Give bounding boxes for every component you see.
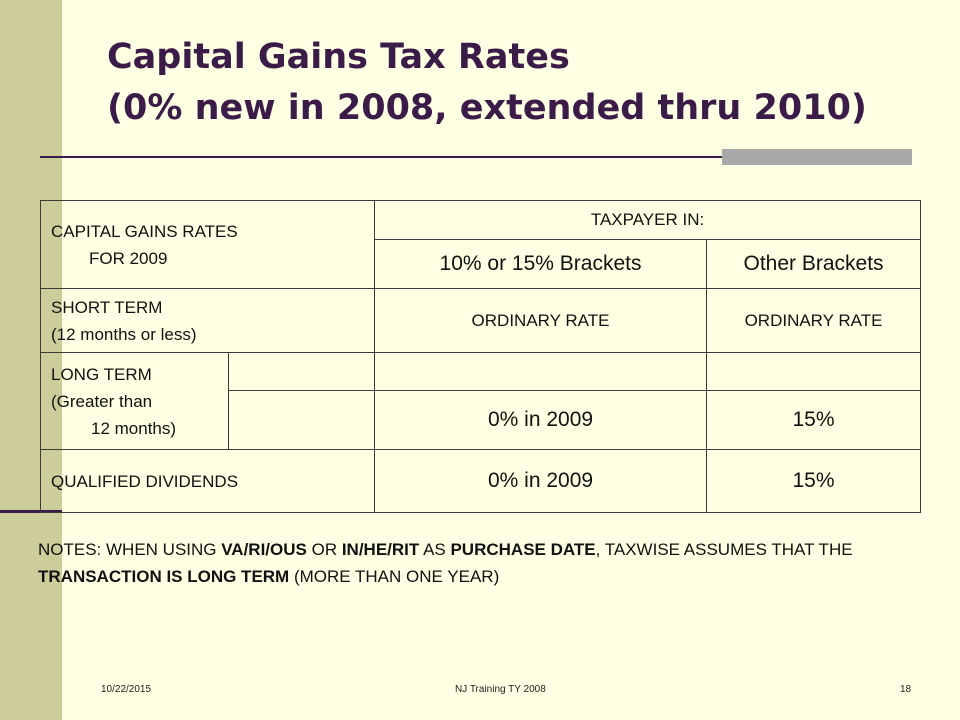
long-term-other-rate: 15% — [706, 390, 922, 450]
empty-cell — [227, 352, 376, 391]
notes-bold: IN/HE/RIT — [341, 540, 420, 559]
notes-part: OR — [306, 540, 342, 559]
sidebar-accent-line — [0, 510, 62, 513]
notes-bold: TRANSACTION IS LONG TERM — [38, 567, 290, 586]
short-term-label-cell: SHORT TERM (12 months or less) — [39, 288, 376, 353]
long-term-label-line-1: LONG TERM — [51, 364, 152, 384]
empty-cell — [227, 390, 376, 450]
short-term-label-line-1: SHORT TERM — [51, 297, 163, 317]
long-term-label-cell: LONG TERM (Greater than 12 months) — [40, 352, 229, 450]
notes-part: NOTES: WHEN USING — [38, 540, 222, 559]
header-label-cell: CAPITAL GAINS RATES FOR 2009 — [39, 200, 376, 289]
header-label-line-2: FOR 2009 — [89, 248, 168, 268]
short-term-label-line-2: (12 months or less) — [51, 324, 197, 344]
qualified-dividends-low-rate: 0% in 2009 — [374, 449, 708, 513]
header-label-line-1: CAPITAL GAINS RATES — [51, 221, 238, 241]
taxpayer-in-header: TAXPAYER IN: — [374, 200, 922, 240]
title-divider — [40, 156, 912, 158]
col-header-low-brackets: 10% or 15% Brackets — [374, 239, 708, 289]
title-line-2: (0% new in 2008, extended thru 2010) — [107, 88, 867, 128]
notes-text: NOTES: WHEN USING VA/RI/OUS OR IN/HE/RIT… — [38, 536, 918, 590]
notes-bold: PURCHASE DATE — [450, 540, 596, 559]
long-term-label-line-2: (Greater than — [51, 391, 153, 411]
notes-bold: VA/RI/OUS — [221, 540, 307, 559]
empty-cell — [706, 352, 922, 391]
footer-page-number: 18 — [900, 684, 912, 695]
long-term-low-rate: 0% in 2009 — [374, 390, 708, 450]
title-accent-bar — [722, 149, 912, 165]
footer-date: 10/22/2015 — [101, 684, 152, 695]
title-line-1: Capital Gains Tax Rates — [107, 37, 570, 77]
long-term-label-line-3: 12 months) — [91, 418, 177, 438]
notes-part: , TAXWISE ASSUMES THAT THE — [595, 540, 853, 559]
footer-title: NJ Training TY 2008 — [455, 684, 546, 695]
empty-cell — [374, 352, 708, 391]
notes-part: (MORE THAN ONE YEAR) — [289, 567, 500, 586]
short-term-low-rate: ORDINARY RATE — [374, 288, 708, 353]
short-term-other-rate: ORDINARY RATE — [706, 288, 922, 353]
notes-part: AS — [419, 540, 451, 559]
slide-title: Capital Gains Tax Rates (0% new in 2008,… — [107, 32, 927, 134]
col-header-other-brackets: Other Brackets — [706, 239, 922, 289]
capital-gains-table: CAPITAL GAINS RATES FOR 2009 TAXPAYER IN… — [39, 200, 922, 513]
qualified-dividends-label: QUALIFIED DIVIDENDS — [39, 449, 376, 513]
qualified-dividends-other-rate: 15% — [706, 449, 922, 513]
